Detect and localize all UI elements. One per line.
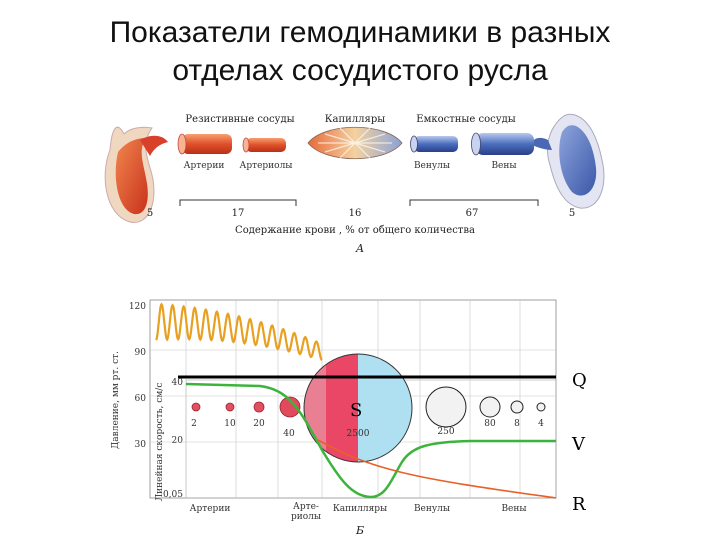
y-axis-pressure-label: Давление, мм рт. ст. — [111, 351, 121, 449]
title-line-1: Показатели гемодинамики в разных — [109, 16, 611, 49]
area-value-20: 20 — [253, 419, 265, 429]
blood-content-capacitive: 67 — [466, 208, 479, 219]
velocity-tick-40: 40 — [172, 378, 184, 388]
blood-content-resistive: 17 — [232, 208, 245, 219]
arteriole-tube — [242, 137, 286, 153]
x-label-arterioles-1: Арте- — [293, 502, 319, 512]
pressure-wave-curve — [155, 302, 323, 361]
label-arteries: Артерии — [184, 161, 225, 171]
area-value-250: 250 — [437, 427, 454, 437]
blood-content-caption: Содержание крови , % от общего количеств… — [235, 225, 475, 236]
marker-s: S — [350, 400, 362, 421]
marker-r: R — [572, 494, 586, 515]
pressure-tick-30: 30 — [135, 440, 147, 450]
area-circle-arteries-2 — [191, 402, 201, 412]
blood-content-heart-right: 5 — [569, 208, 575, 219]
left-heart-icon — [104, 126, 168, 223]
label-capacitive-vessels: Емкостные сосуды — [416, 114, 515, 125]
velocity-tick-005: 0,05 — [163, 490, 183, 500]
panel-a: Резистивные сосуды Капилляры Емкостные с… — [104, 113, 605, 255]
vein-tube — [471, 132, 534, 156]
blood-content-capillaries: 16 — [349, 208, 362, 219]
label-veins: Вены — [491, 161, 516, 171]
slide-title: Показатели гемодинамики в разных отделах… — [0, 14, 720, 90]
area-circle-250 — [425, 386, 467, 428]
area-value-40: 40 — [283, 429, 295, 439]
area-value-8: 8 — [514, 419, 520, 429]
x-label-veins: Вены — [501, 504, 526, 514]
capillary-bed — [307, 126, 403, 160]
area-value-80: 80 — [484, 419, 496, 429]
area-circle-10 — [225, 402, 235, 412]
velocity-curve — [185, 382, 556, 499]
area-value-2500: 2500 — [347, 429, 370, 439]
blood-content-heart-left: 5 — [147, 208, 153, 219]
venule-tube — [410, 135, 458, 153]
x-label-arterioles-2: риолы — [291, 512, 321, 522]
area-circle-4 — [536, 402, 546, 412]
right-heart-icon — [530, 113, 605, 209]
x-label-arteries: Артерии — [190, 504, 231, 514]
area-circle-80 — [479, 396, 501, 418]
label-venules: Венулы — [414, 161, 450, 171]
title-line-2: отделах сосудистого русла — [172, 54, 548, 87]
artery-tube — [177, 133, 232, 155]
area-circle-8 — [510, 400, 524, 414]
marker-v: V — [571, 434, 586, 455]
area-value-10: 10 — [224, 419, 236, 429]
bracket-capacitive — [409, 199, 539, 206]
area-value-2: 2 — [191, 419, 197, 429]
panel-a-letter-label: А — [355, 242, 364, 255]
x-label-capillaries: Капилляры — [333, 504, 387, 514]
pressure-tick-60: 60 — [135, 394, 147, 404]
pressure-tick-120: 120 — [129, 302, 146, 312]
x-label-venules: Венулы — [414, 504, 450, 514]
panel-b: Давление, мм рт. ст. Линейная скорость, … — [111, 299, 587, 537]
area-value-4: 4 — [538, 419, 544, 429]
label-capillaries-group: Капилляры — [325, 114, 385, 125]
pressure-tick-90: 90 — [135, 348, 147, 358]
resistance-curve — [317, 439, 557, 499]
area-circle-20 — [253, 401, 265, 413]
label-resistive-vessels: Резистивные сосуды — [185, 114, 294, 125]
bracket-resistive — [179, 199, 297, 206]
velocity-tick-20: 20 — [172, 436, 184, 446]
marker-q: Q — [572, 370, 587, 391]
area-circle-40 — [279, 396, 301, 418]
label-arterioles: Артериолы — [240, 161, 293, 171]
panel-b-letter: Б — [355, 524, 364, 537]
